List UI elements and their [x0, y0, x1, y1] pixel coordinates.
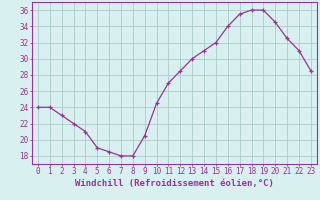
X-axis label: Windchill (Refroidissement éolien,°C): Windchill (Refroidissement éolien,°C) — [75, 179, 274, 188]
